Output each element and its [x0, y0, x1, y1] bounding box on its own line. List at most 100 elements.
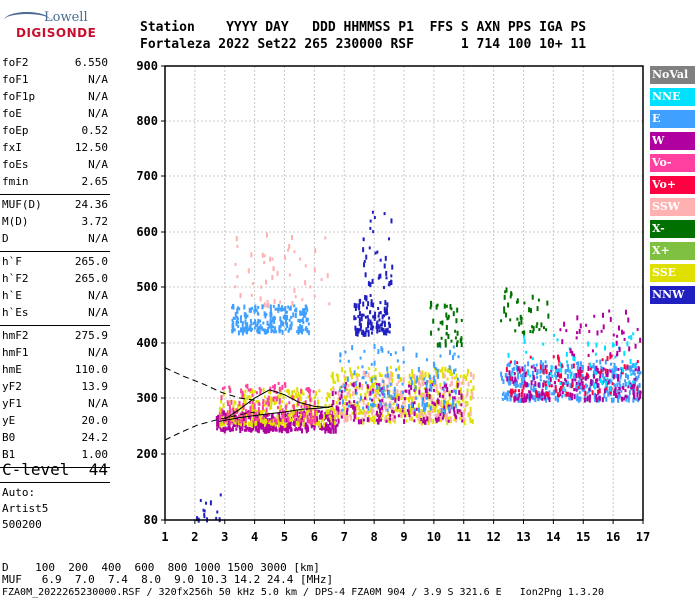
- echo-point: [356, 327, 359, 333]
- echo-point: [376, 250, 379, 254]
- echo-point: [320, 413, 323, 419]
- echo-point: [244, 400, 247, 404]
- echo-point: [301, 298, 304, 302]
- echo-point: [502, 391, 505, 395]
- echo-point: [259, 417, 262, 421]
- echo-point: [635, 397, 638, 401]
- echo-point: [624, 394, 627, 398]
- echo-point: [342, 412, 345, 416]
- echo-point: [599, 359, 602, 365]
- echo-point: [604, 368, 607, 374]
- echo-point: [443, 381, 446, 385]
- echo-point: [566, 391, 569, 397]
- echo-point: [594, 386, 597, 390]
- echo-point: [467, 368, 470, 374]
- echo-point: [268, 418, 271, 424]
- echo-point: [507, 302, 510, 308]
- echo-point: [433, 388, 436, 392]
- echo-point: [367, 331, 370, 337]
- param-row: hmF2 275.9: [2, 329, 108, 345]
- echo-point: [382, 379, 385, 383]
- echo-point: [222, 410, 225, 416]
- echo-point: [333, 420, 336, 426]
- echo-point: [445, 383, 448, 389]
- echo-point: [392, 417, 395, 423]
- separator: [0, 325, 110, 326]
- echo-point: [343, 388, 346, 392]
- echo-point: [346, 409, 349, 415]
- echo-point: [579, 366, 582, 372]
- echo-point: [366, 384, 369, 388]
- echo-point: [326, 426, 329, 430]
- echo-point: [332, 376, 335, 380]
- echo-point: [220, 412, 223, 416]
- echo-point: [391, 406, 394, 410]
- echo-point: [266, 330, 269, 334]
- echo-point: [224, 428, 227, 432]
- echo-point: [370, 301, 373, 307]
- echo-point: [386, 393, 389, 399]
- echo-point: [588, 387, 591, 391]
- echo-point: [220, 398, 223, 404]
- echo-point: [605, 380, 608, 386]
- separator: [0, 251, 110, 252]
- echo-point: [548, 396, 551, 402]
- echo-point: [540, 322, 543, 328]
- echo-point: [296, 410, 299, 416]
- echo-point: [362, 411, 365, 415]
- echo-point: [548, 390, 551, 396]
- echo-point: [427, 412, 430, 416]
- echo-point: [368, 246, 371, 250]
- echo-point: [381, 409, 384, 413]
- echo-point: [263, 428, 266, 434]
- echo-point: [633, 377, 636, 383]
- echo-point: [281, 329, 284, 335]
- echo-point: [441, 394, 444, 398]
- echo-point: [360, 316, 363, 322]
- echo-point: [430, 302, 433, 308]
- echo-point: [575, 336, 578, 340]
- echo-point: [418, 411, 421, 415]
- echo-point: [371, 418, 374, 422]
- echo-point: [376, 414, 379, 418]
- echo-point: [403, 398, 406, 404]
- echo-point: [518, 392, 521, 398]
- x-axis-ticks: 1 2 3 4 5 6 7 8 9 10 11 12 13 14 15 16 17: [161, 520, 650, 544]
- echo-point: [276, 419, 279, 423]
- echo-point: [391, 409, 394, 413]
- echo-point: [512, 390, 515, 394]
- echo-point: [567, 364, 570, 368]
- echo-point: [258, 326, 261, 332]
- echo-point: [365, 410, 368, 414]
- echo-point: [462, 376, 465, 382]
- echo-point: [536, 369, 539, 375]
- echo-point: [377, 306, 380, 310]
- echo-point: [516, 384, 519, 388]
- echo-point: [304, 400, 307, 406]
- echo-point: [531, 330, 534, 334]
- echo-point: [287, 416, 290, 420]
- echo-point: [384, 255, 387, 261]
- echo-point: [339, 353, 342, 357]
- echo-point: [400, 412, 403, 418]
- param-row: hmF1 N/A: [2, 346, 108, 362]
- param-name: foF1: [2, 73, 29, 86]
- echo-point: [340, 393, 343, 399]
- echo-point: [231, 306, 234, 310]
- echo-point: [310, 412, 313, 418]
- echo-point: [425, 393, 428, 399]
- echo-point: [632, 380, 635, 384]
- echo-point: [285, 320, 288, 326]
- echo-point: [449, 383, 452, 387]
- echo-point: [257, 421, 260, 425]
- echo-point: [622, 386, 625, 390]
- echo-point: [542, 369, 545, 375]
- echo-point: [362, 238, 365, 242]
- param-name: B0: [2, 431, 16, 444]
- echo-point: [307, 408, 310, 412]
- echo-point: [249, 307, 252, 313]
- echo-point: [545, 384, 548, 388]
- echo-point: [349, 414, 352, 418]
- echo-point: [411, 396, 414, 402]
- echo-point: [364, 392, 367, 398]
